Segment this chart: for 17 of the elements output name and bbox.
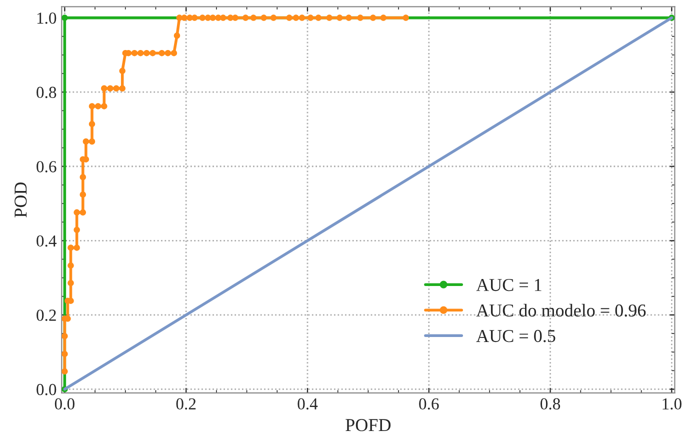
y-tick-label: 0.6 bbox=[36, 161, 56, 172]
x-tick-label: 0.0 bbox=[54, 398, 74, 410]
y-tick-label: 1.0 bbox=[37, 12, 56, 24]
x-tick-label: 0.8 bbox=[540, 398, 560, 410]
y-tick-label: 0.0 bbox=[36, 384, 56, 396]
x-tick-label: 0.4 bbox=[298, 398, 318, 410]
x-tick-label: 0.2 bbox=[176, 398, 196, 410]
y-tick-label: 0.8 bbox=[36, 86, 56, 98]
x-tick-label: 1.0 bbox=[662, 398, 682, 410]
legend-label: AUC = 1 bbox=[476, 278, 542, 292]
x-axis-title: POFD bbox=[346, 419, 391, 432]
x-tick-label: 0.6 bbox=[419, 398, 439, 410]
legend-label: AUC do modelo = 0.96 bbox=[476, 304, 646, 317]
legend-label: AUC = 0.5 bbox=[476, 330, 556, 342]
y-tick-label: 0.4 bbox=[36, 235, 57, 247]
y-tick-label: 0.2 bbox=[36, 310, 56, 321]
y-axis-title: POD bbox=[14, 182, 27, 218]
